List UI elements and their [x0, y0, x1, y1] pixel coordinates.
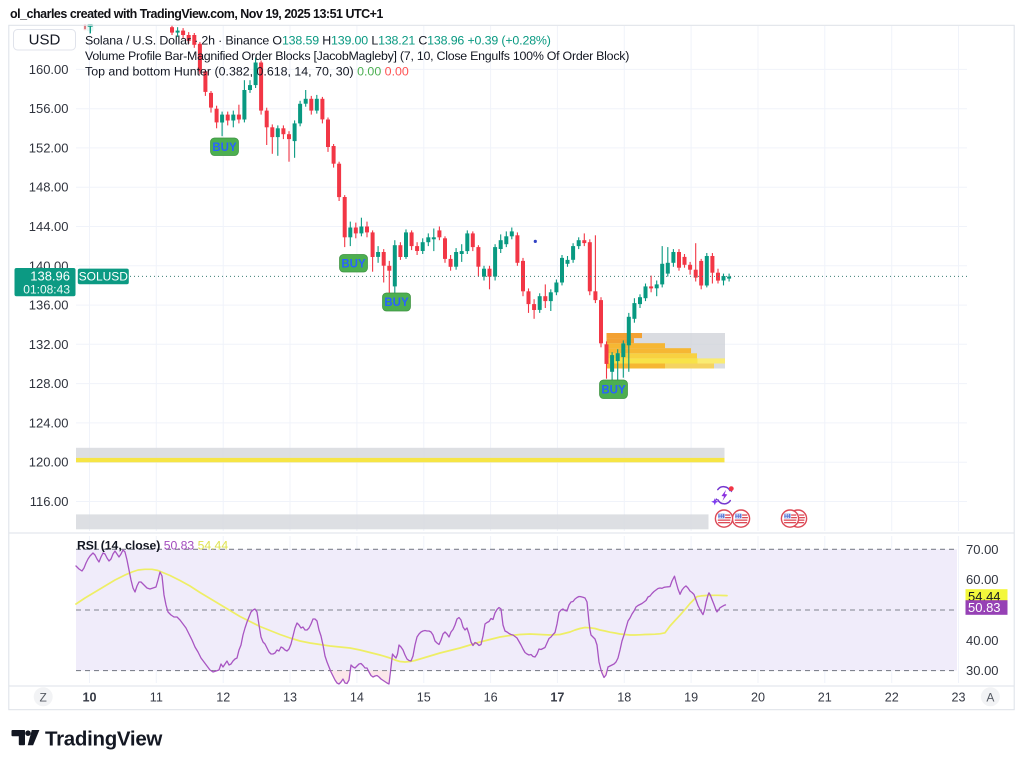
svg-text:17: 17: [550, 691, 564, 705]
svg-text:RSI (14, close) 50.83 54.44: RSI (14, close) 50.83 54.44: [77, 539, 228, 553]
svg-text:40.00: 40.00: [966, 633, 999, 648]
svg-text:20: 20: [751, 691, 765, 705]
svg-text:SOLUSD: SOLUSD: [79, 269, 129, 283]
svg-text:Volume Profile Bar-Magnified O: Volume Profile Bar-Magnified Order Block…: [85, 49, 629, 63]
svg-text:60.00: 60.00: [966, 572, 999, 587]
svg-text:116.00: 116.00: [30, 494, 69, 509]
svg-text:30.00: 30.00: [966, 663, 999, 678]
svg-text:TradingView: TradingView: [45, 728, 162, 751]
svg-text:A: A: [986, 690, 994, 704]
svg-text:138.96: 138.96: [30, 268, 70, 283]
svg-text:18: 18: [617, 691, 631, 705]
svg-text:50.83: 50.83: [968, 600, 1001, 615]
svg-text:BUY: BUY: [341, 258, 366, 270]
svg-text:128.00: 128.00: [29, 376, 69, 391]
svg-text:USD: USD: [29, 32, 61, 49]
svg-text:23: 23: [951, 691, 965, 705]
svg-text:22: 22: [885, 691, 899, 705]
svg-text:15: 15: [417, 691, 431, 705]
svg-text:136.00: 136.00: [29, 298, 69, 313]
svg-text:156.00: 156.00: [29, 101, 69, 116]
svg-text:14: 14: [350, 691, 364, 705]
svg-text:132.00: 132.00: [29, 337, 69, 352]
svg-text:10: 10: [82, 691, 96, 705]
svg-text:12: 12: [216, 691, 230, 705]
svg-text:120.00: 120.00: [29, 455, 69, 470]
svg-text:BUY: BUY: [212, 142, 237, 154]
svg-text:01:08:43: 01:08:43: [23, 282, 70, 296]
svg-text:21: 21: [818, 691, 832, 705]
svg-text:152.00: 152.00: [29, 140, 69, 155]
svg-text:11: 11: [150, 691, 163, 705]
svg-text:13: 13: [283, 691, 297, 705]
svg-text:124.00: 124.00: [29, 415, 69, 430]
svg-text:19: 19: [684, 691, 698, 705]
svg-text:Top and bottom Hunter (0.382,: Top and bottom Hunter (0.382, 0.618, 14,…: [85, 65, 409, 79]
svg-text:Solana / U.S. Dollar · 2h · Bi: Solana / U.S. Dollar · 2h · Binance O138…: [85, 34, 551, 48]
svg-text:BUY: BUY: [601, 384, 626, 396]
svg-text:Z: Z: [40, 690, 47, 704]
svg-text:144.00: 144.00: [29, 219, 69, 234]
svg-text:160.00: 160.00: [29, 62, 69, 77]
svg-text:70.00: 70.00: [966, 542, 999, 557]
svg-text:16: 16: [484, 691, 498, 705]
svg-text:148.00: 148.00: [29, 180, 69, 195]
svg-text:BUY: BUY: [384, 297, 409, 309]
